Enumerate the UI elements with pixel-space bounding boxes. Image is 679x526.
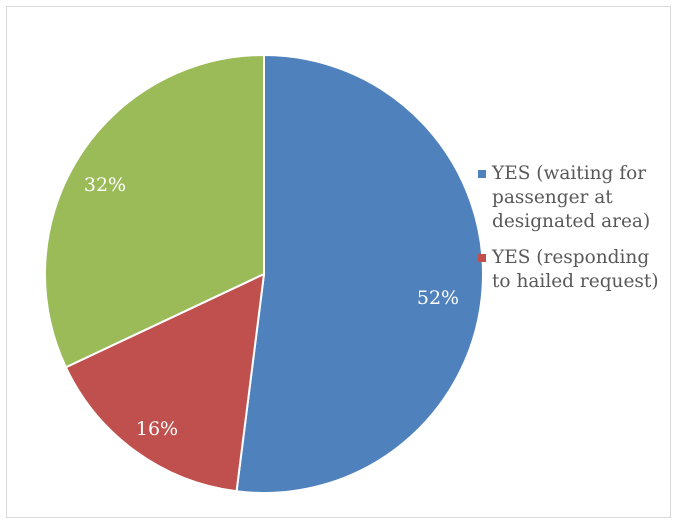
pie-slice-16pct	[64, 272, 266, 493]
legend-item-waiting: YES (waiting for passenger at designated…	[478, 162, 668, 234]
legend-swatch-hailed	[478, 254, 486, 262]
pie-data-label: 16%	[136, 418, 178, 440]
legend-swatch-waiting	[478, 170, 486, 178]
pie-slice-32pct	[44, 53, 265, 369]
pie-data-label: 32%	[84, 174, 126, 196]
legend-label-waiting: YES (waiting for passenger at designated…	[492, 163, 651, 232]
pie-slice-52pct	[235, 53, 484, 494]
legend-label-hailed: YES (responding to hailed request)	[492, 247, 659, 292]
chart-legend: YES (waiting for passenger at designated…	[478, 162, 668, 306]
legend-item-hailed: YES (responding to hailed request)	[478, 246, 668, 294]
pie-data-label: 52%	[417, 287, 459, 309]
